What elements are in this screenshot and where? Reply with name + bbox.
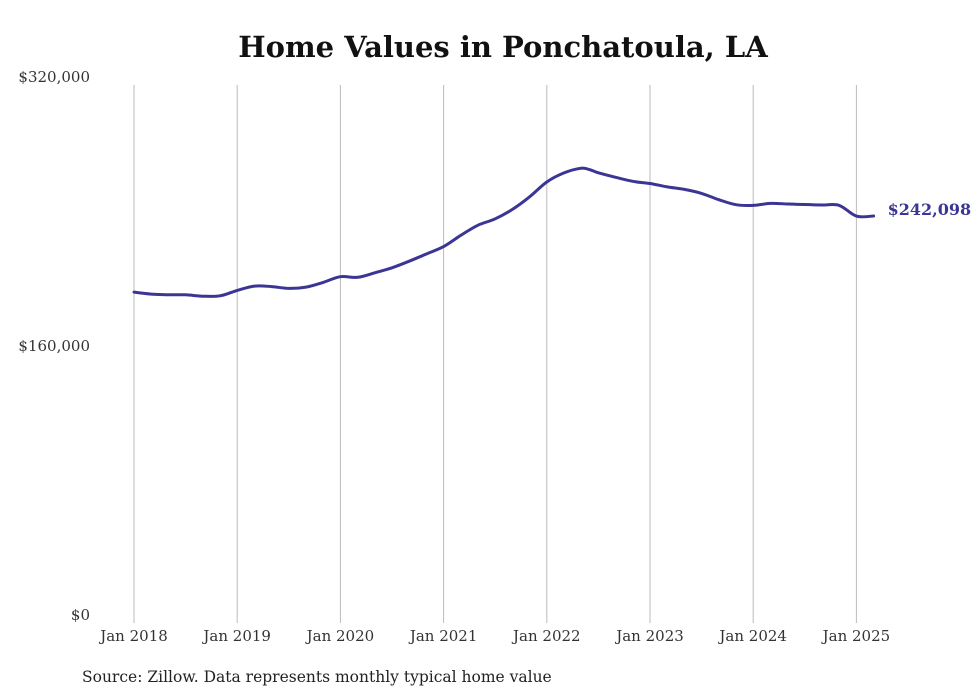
x-axis-ticks: Jan 2018 Jan 2019 Jan 2020 Jan 2021 Jan 2022… (98, 627, 890, 645)
x-tick-label: Jan 2019 (201, 627, 271, 645)
series-line-0 (132, 166, 876, 298)
x-tick-label: Jan 2020 (305, 627, 375, 645)
y-tick-label: $160,000 (18, 337, 90, 355)
series-layer (132, 166, 876, 298)
x-tick-label: Jan 2022 (511, 627, 581, 645)
x-tick-label: Jan 2018 (98, 627, 168, 645)
x-tick-label: Jan 2023 (614, 627, 684, 645)
x-tick-label: Jan 2024 (717, 627, 787, 645)
source-note: Source: Zillow. Data represents monthly … (82, 668, 552, 686)
y-tick-label: $320,000 (18, 68, 90, 86)
x-tick-label: Jan 2021 (408, 627, 478, 645)
chart-title: Home Values in Ponchatoula, LA (238, 30, 768, 64)
x-tick-label: Jan 2025 (821, 627, 891, 645)
y-tick-label: $0 (71, 606, 90, 624)
end-label-layer: $242,098 (888, 200, 972, 219)
y-axis-ticks: $0 $160,000 $320,000 (18, 68, 90, 624)
end-value-label: $242,098 (888, 200, 972, 219)
gridlines (133, 85, 857, 623)
